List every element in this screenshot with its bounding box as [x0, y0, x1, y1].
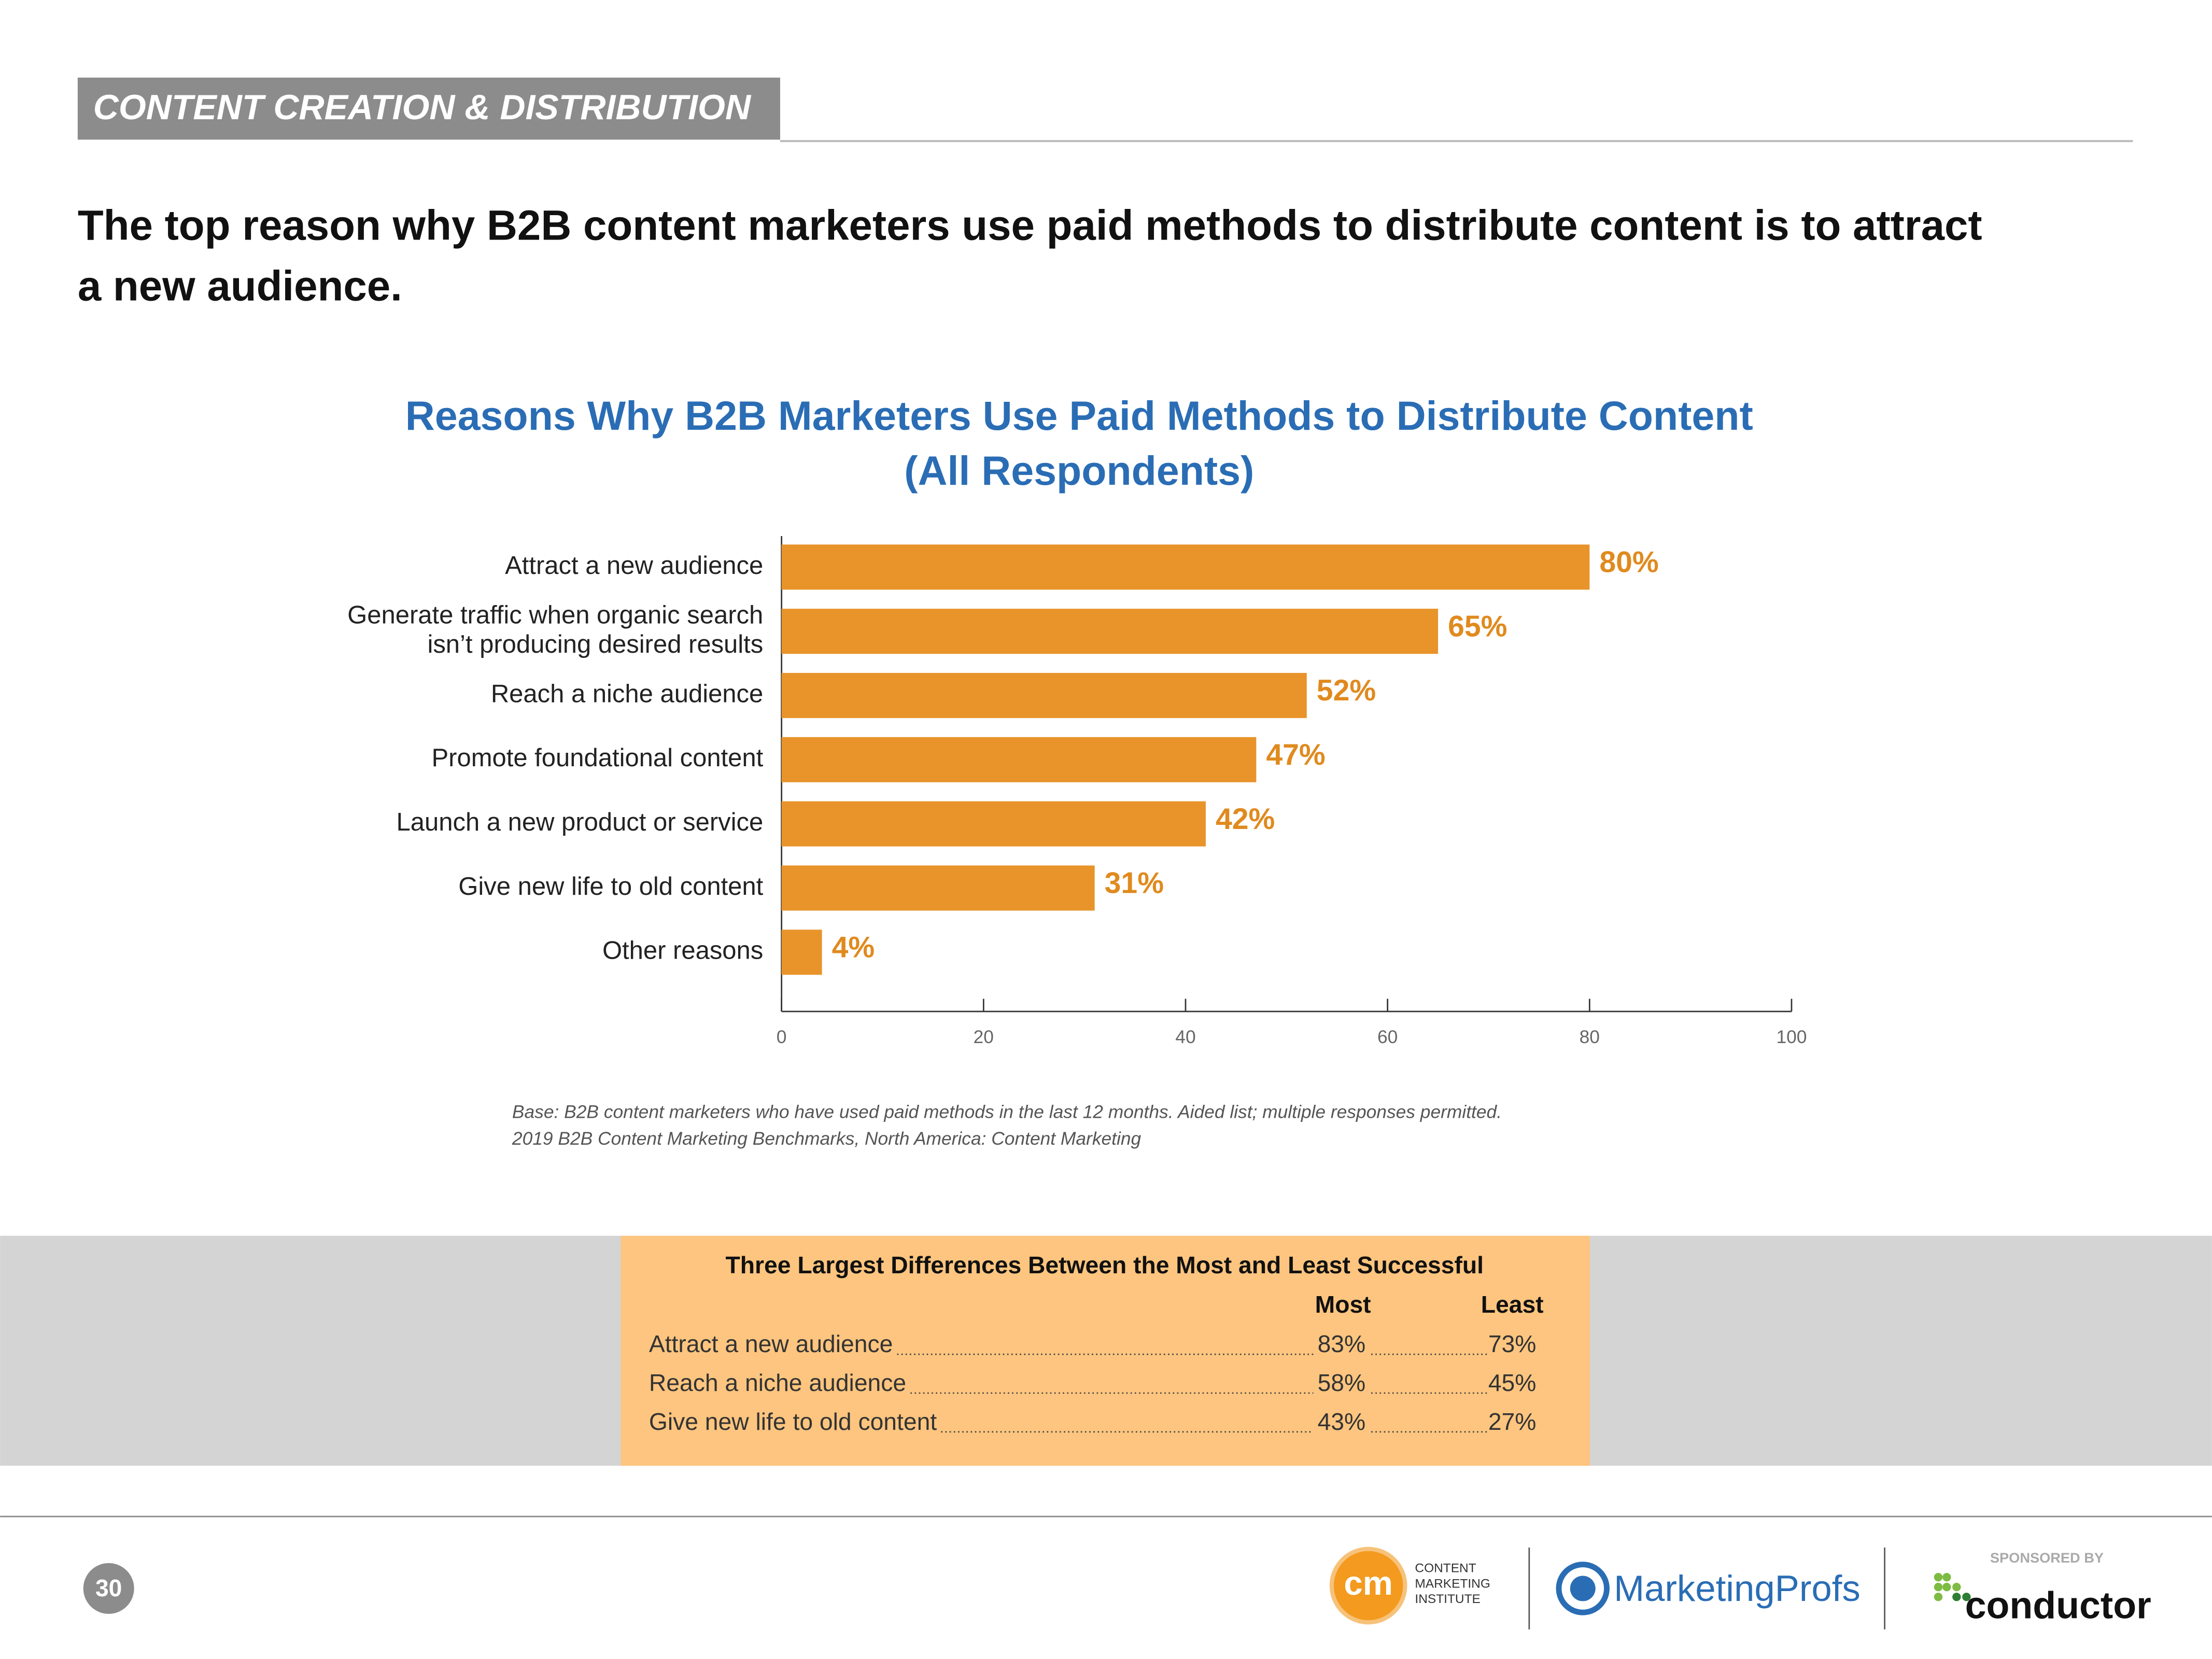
value-label: 31% [1105, 867, 1164, 900]
mp-name: MarketingProfs [1614, 1568, 1861, 1609]
cmi-text: CONTENT [1415, 1561, 1476, 1575]
x-tick-label: 80 [1580, 1027, 1600, 1047]
page-number: 30 [95, 1574, 122, 1601]
category-label: Generate traffic when organic search isn’… [347, 601, 763, 658]
row-most: 58% [1318, 1369, 1366, 1396]
row-least: 73% [1488, 1330, 1537, 1357]
row-least: 27% [1488, 1408, 1537, 1435]
row-most: 43% [1318, 1408, 1366, 1435]
category-label: Give new life to old content [458, 873, 763, 901]
category-label: Launch a new product or service [397, 808, 764, 836]
cmi-logo [1329, 1546, 1407, 1625]
value-label: 52% [1317, 674, 1376, 707]
bar [781, 737, 1257, 782]
cmi-text: INSTITUTE [1415, 1592, 1480, 1606]
x-tick-label: 100 [1776, 1027, 1807, 1047]
conductor-dots [1934, 1573, 1971, 1601]
value-label: 42% [1216, 803, 1275, 836]
bar [781, 609, 1439, 654]
x-tick-label: 0 [777, 1027, 787, 1047]
category-label: Promote foundational content [432, 744, 764, 772]
row-label: Reach a niche audience [649, 1369, 906, 1396]
bar [781, 672, 1307, 719]
headline: The top reason why B2B content marketers… [78, 202, 1982, 249]
cmi-text: MARKETING [1415, 1577, 1490, 1591]
category-label: Attract a new audience [505, 552, 763, 580]
x-tick-label: 20 [974, 1027, 994, 1047]
headline: a new audience. [78, 262, 402, 310]
row-least: 45% [1488, 1369, 1537, 1396]
chart-title: Reasons Why B2B Marketers Use Paid Metho… [405, 393, 1753, 439]
row-label: Attract a new audience [649, 1330, 893, 1357]
row-most: 83% [1318, 1330, 1366, 1357]
column-header: Least [1481, 1291, 1544, 1318]
bar [781, 930, 822, 975]
table-box [621, 1235, 1590, 1466]
category-label: Other reasons [602, 937, 763, 965]
chart-subtitle: (All Respondents) [904, 448, 1254, 494]
section-title: CONTENT CREATION & DISTRIBUTION [93, 88, 752, 127]
bar [781, 544, 1590, 590]
sponsor-name: conductor [1965, 1583, 2151, 1626]
mp-logo [1556, 1562, 1610, 1615]
category-label: Reach a niche audience [491, 680, 763, 708]
footnote: Base: B2B content marketers who have use… [512, 1102, 1502, 1122]
sponsor-label: SPONSORED BY [1990, 1550, 2104, 1566]
column-header: Most [1315, 1291, 1371, 1318]
value-label: 80% [1599, 546, 1658, 579]
cmi-mark: cm [1344, 1564, 1392, 1602]
mp-logo [1570, 1576, 1596, 1601]
value-label: 4% [832, 931, 875, 964]
section-box [77, 77, 780, 140]
page-badge [83, 1563, 134, 1614]
row-label: Give new life to old content [649, 1408, 937, 1435]
bar [781, 801, 1206, 847]
table-title: Three Largest Differences Between the Mo… [726, 1252, 1484, 1278]
bar [781, 865, 1095, 911]
value-label: 65% [1448, 610, 1507, 643]
x-tick-label: 60 [1377, 1027, 1398, 1047]
footnote: 2019 B2B Content Marketing Benchmarks, N… [512, 1129, 1142, 1149]
value-label: 47% [1266, 738, 1325, 771]
x-tick-label: 40 [1175, 1027, 1195, 1047]
